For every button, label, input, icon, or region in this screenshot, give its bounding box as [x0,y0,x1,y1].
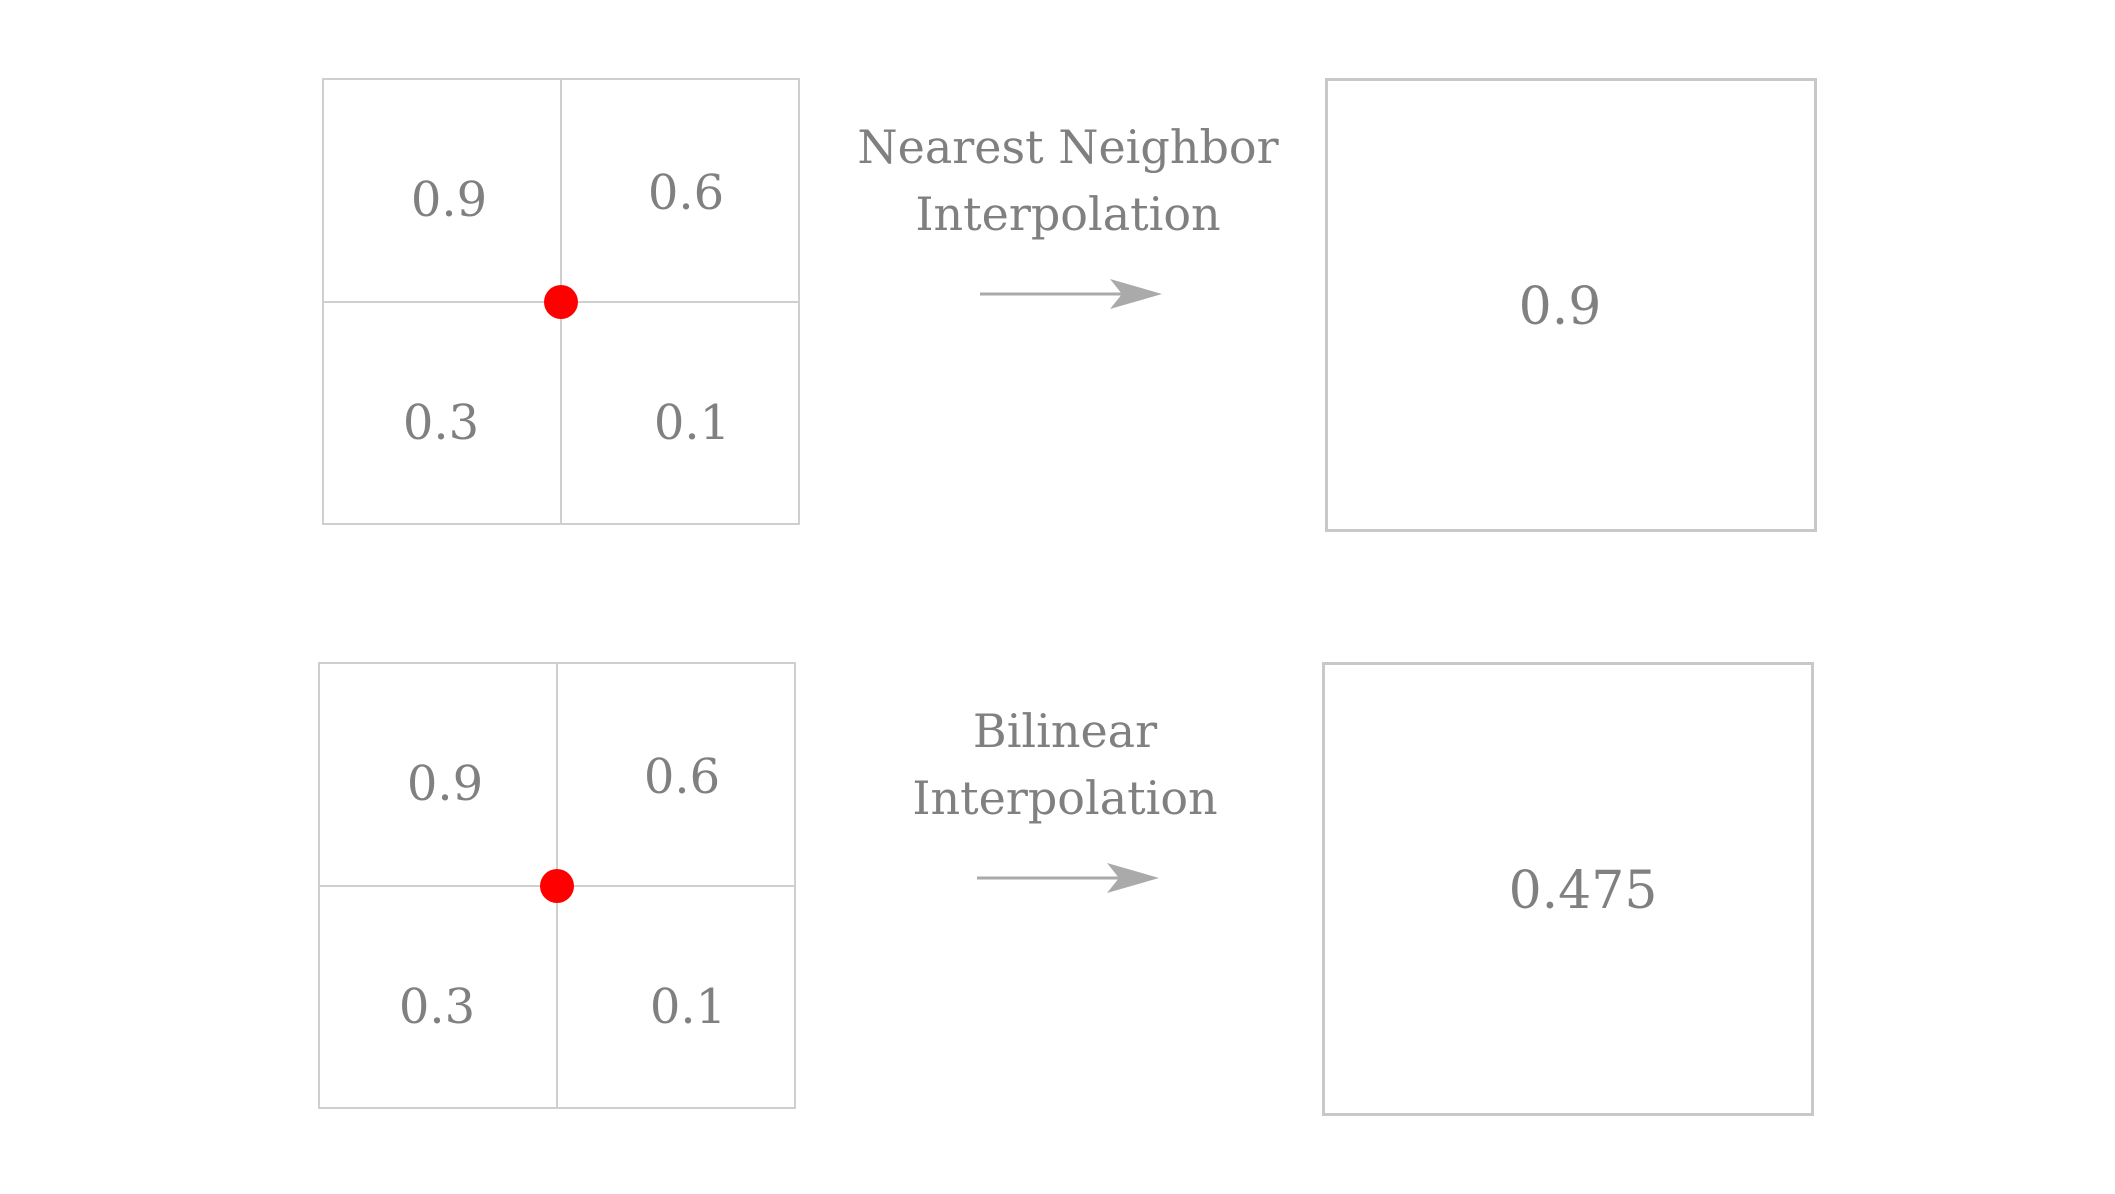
nn-caption: Nearest Neighbor Interpolation [808,114,1328,248]
cell-top-right: 0.6 [643,749,721,805]
caption-line-2: Interpolation [912,771,1218,825]
caption-line-1: Nearest Neighbor [857,120,1279,174]
cell-bottom-left: 0.3 [402,395,480,451]
sample-point-marker [540,868,574,903]
sample-point-marker [544,284,578,319]
right-arrow-icon [980,279,1162,309]
result-value: 0.9 [1518,277,1602,337]
caption-line-2: Interpolation [915,187,1221,241]
bilinear-caption: Bilinear Interpolation [805,698,1325,832]
caption-line-1: Bilinear [972,704,1158,758]
cell-top-right: 0.6 [647,165,725,221]
nn-output-cell: 0.9 [1325,78,1817,532]
cell-bottom-right: 0.1 [649,979,727,1035]
cell-bottom-left: 0.3 [398,979,476,1035]
bilinear-input-grid: 0.9 0.6 0.3 0.1 [318,662,796,1109]
right-arrow-icon [977,863,1159,893]
result-value: 0.475 [1508,861,1658,921]
nn-input-grid: 0.9 0.6 0.3 0.1 [322,78,800,525]
bilinear-output-cell: 0.475 [1322,662,1814,1116]
cell-top-left: 0.9 [406,756,484,812]
cell-bottom-right: 0.1 [653,395,731,451]
cell-top-left: 0.9 [410,172,488,228]
